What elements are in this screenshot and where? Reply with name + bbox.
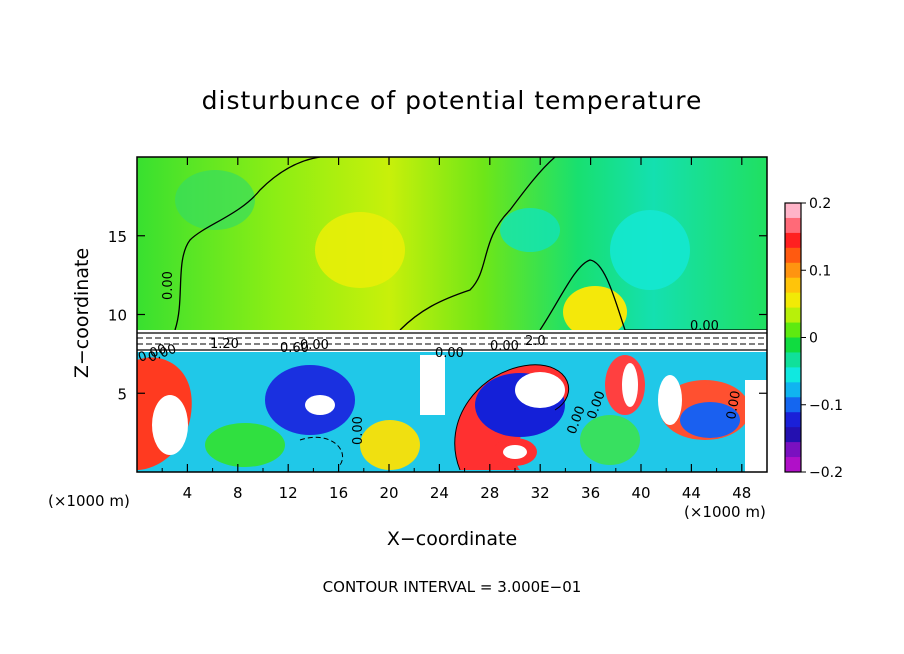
x-tick-label: 44 [682, 484, 701, 502]
x-tick-label: 28 [480, 484, 499, 502]
contour-label: 1.20 [210, 337, 239, 352]
contour-upper-3 [539, 259, 767, 331]
eddy-white-6 [622, 363, 638, 407]
x-tick-label: 8 [233, 484, 243, 502]
colorbar-swatch [785, 352, 801, 368]
y-axis-label: Z−coordinate [71, 247, 93, 379]
y-tick-label: 5 [117, 385, 127, 403]
warm-blob-left [315, 212, 405, 288]
x-tick-label: 40 [631, 484, 650, 502]
contour-label: 0.00 [724, 390, 744, 421]
eddy-white-2 [305, 395, 335, 415]
cool-blob-1 [610, 210, 690, 290]
x-tick-label: 16 [329, 484, 348, 502]
x-tick-label: 48 [732, 484, 751, 502]
contour-label: 0.00 [300, 338, 329, 353]
colorbar-swatch [785, 247, 801, 264]
colorbar: 0.2 0.1 0 −0.1 −0.2 [784, 196, 843, 481]
colorbar-swatch [785, 397, 801, 413]
contour-upper-1 [174, 157, 321, 331]
contour-interval-note: CONTOUR INTERVAL = 3.000E−01 [322, 578, 582, 596]
colorbar-swatch [785, 277, 801, 294]
eddy-green-1 [205, 423, 285, 467]
y-tick-label: 10 [108, 307, 127, 325]
x-tick-label: 36 [581, 484, 600, 502]
x-tick-label: 20 [379, 484, 398, 502]
colorbar-swatch [785, 262, 801, 279]
x-unit-label: (×1000 m) [684, 503, 766, 521]
colorbar-swatch [785, 412, 801, 428]
x-tick-label: 24 [430, 484, 449, 502]
eddy-white-7 [658, 375, 682, 425]
y-unit-label: (×1000 m) [48, 492, 130, 510]
eddy-blue-3 [680, 402, 740, 438]
colorbar-swatch [785, 307, 801, 324]
contour-label: 0.00 [490, 339, 519, 354]
colorbar-swatch [785, 203, 801, 219]
colorbar-tick-label: 0.2 [809, 196, 831, 212]
colorbar-swatch [785, 382, 801, 398]
contour-label: 0.00 [161, 271, 176, 300]
warm-blob-right [563, 286, 627, 338]
chart-title: disturbunce of potential temperature [201, 86, 703, 115]
eddy-white-5 [420, 355, 445, 415]
x-tick-label: 4 [183, 484, 193, 502]
eddy-white-1 [152, 395, 188, 455]
colorbar-tick-label: −0.2 [809, 465, 843, 481]
colorbar-tick-label: −0.1 [809, 398, 843, 414]
x-axis-label: X−coordinate [386, 528, 518, 550]
eddy-white-3 [515, 372, 565, 408]
contour-upper-2 [399, 157, 556, 331]
contour-lower-2 [299, 436, 343, 466]
colorbar-swatch [785, 217, 801, 234]
eddy-white-8 [745, 380, 767, 472]
colorbar-swatch [785, 427, 801, 443]
colorbar-swatch [785, 442, 801, 458]
contour-lower-1 [454, 364, 570, 471]
colorbar-tick-label: 0.1 [809, 263, 831, 279]
colorbar-swatch [785, 367, 801, 383]
eddy-green-2 [580, 415, 640, 465]
colorbar-swatch [785, 337, 801, 353]
x-tick-label: 12 [279, 484, 298, 502]
colorbar-swatch [785, 457, 801, 473]
contour-labels: 0.000.000.001.20 0.600.000.00 0.00 2.00.000… [136, 271, 744, 445]
contour-label: 0.00 [690, 319, 719, 334]
eddy-yellow-1 [360, 420, 420, 470]
contour-label: 0.00 [351, 416, 366, 445]
cool-blob-2 [500, 208, 560, 252]
contour-label: 0.60 [280, 341, 309, 356]
colorbar-swatch [785, 322, 801, 338]
contour-label: 0.00 [435, 346, 464, 361]
eddy-white-4 [503, 445, 527, 459]
colorbar-swatch [785, 292, 801, 309]
contour-label: 2.0 [525, 334, 546, 349]
boundary-band [137, 330, 767, 352]
colorbar-tick-label: 0 [809, 331, 818, 347]
colorbar-swatch [785, 232, 801, 249]
cool-blob-3 [175, 170, 255, 230]
y-tick-label: 15 [108, 228, 127, 246]
x-tick-label: 32 [531, 484, 550, 502]
